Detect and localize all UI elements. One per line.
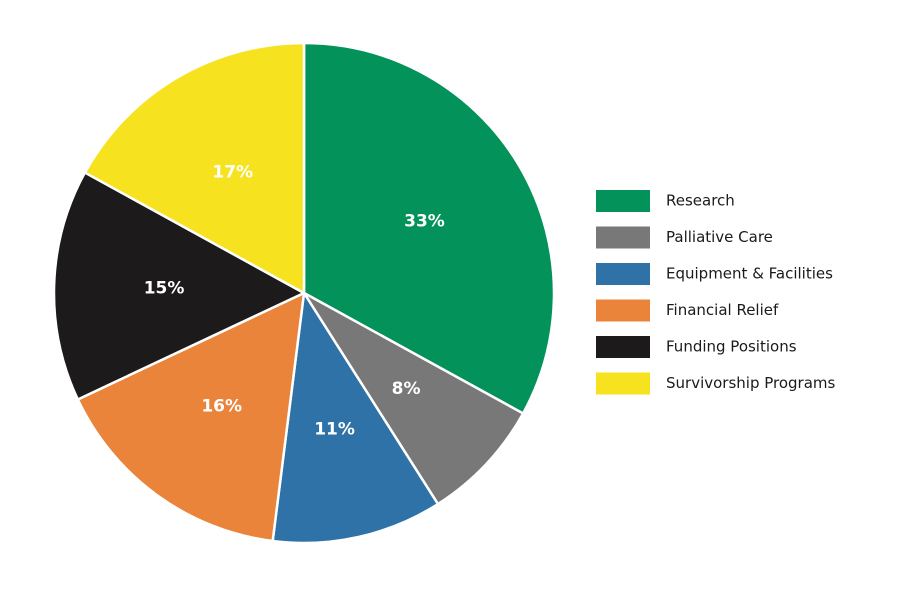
pie-slice: [83, 41, 306, 295]
pie-slice: [302, 41, 556, 415]
slice-label: 16%: [201, 396, 242, 416]
legend-label: Research: [666, 192, 735, 210]
pie-slice: [52, 171, 306, 401]
legend-swatch: [596, 372, 650, 395]
slice-label: 11%: [314, 420, 355, 440]
legend-swatch: [596, 299, 650, 322]
legend-label: Palliative Care: [666, 228, 773, 246]
legend-swatch: [596, 226, 650, 249]
legend-label: Equipment & Facilities: [666, 265, 833, 283]
pie-slice: [302, 291, 525, 506]
legend-swatch: [596, 190, 650, 212]
slice-label: 17%: [212, 162, 253, 182]
legend-swatch: [596, 263, 650, 285]
legend-label: Funding Positions: [666, 338, 797, 356]
legend-label: Survivorship Programs: [666, 374, 836, 392]
legend-swatch: [596, 336, 650, 358]
pie-slice: [76, 291, 306, 543]
slice-label: 33%: [404, 212, 445, 232]
pie-slice: [271, 291, 440, 545]
slice-label: 15%: [144, 279, 185, 299]
legend-label: Financial Relief: [666, 301, 779, 319]
slice-label: 8%: [392, 379, 421, 399]
